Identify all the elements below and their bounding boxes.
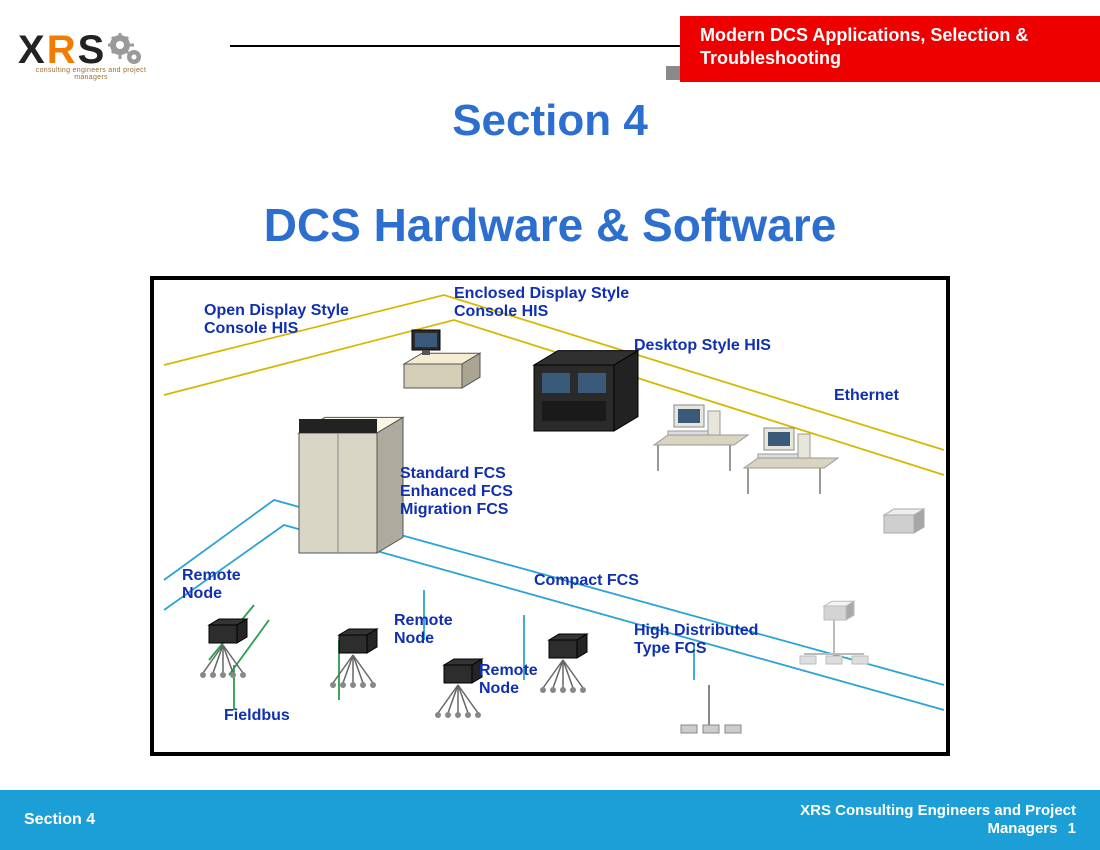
svg-text:Remote: Remote	[394, 612, 453, 629]
slide-title: DCS Hardware & Software	[0, 198, 1100, 252]
svg-text:Enhanced FCS: Enhanced FCS	[400, 483, 513, 500]
banner-line-2: Troubleshooting	[700, 48, 841, 68]
svg-text:Console HIS: Console HIS	[454, 303, 549, 320]
logo-subtitle: consulting engineers and project manager…	[18, 67, 164, 81]
banner-line-1: Modern DCS Applications, Selection &	[700, 25, 1028, 45]
gear-icon	[106, 31, 146, 71]
banner-decoration-icon	[666, 66, 680, 80]
svg-text:Desktop Style HIS: Desktop Style HIS	[634, 337, 771, 354]
company-logo: X R S consulting engineers and project m…	[18, 28, 164, 88]
svg-text:Compact FCS: Compact FCS	[534, 572, 639, 589]
svg-text:Node: Node	[394, 630, 434, 647]
course-title-banner: Modern DCS Applications, Selection & Tro…	[680, 16, 1100, 82]
header-divider-line	[230, 45, 680, 47]
footer-company-line1: XRS Consulting Engineers and Project	[800, 802, 1076, 819]
svg-text:Remote: Remote	[182, 567, 241, 584]
dcs-architecture-diagram: Open Display StyleConsole HISEnclosed Di…	[150, 276, 950, 756]
footer-company-label: XRS Consulting Engineers and Project Man…	[800, 802, 1076, 838]
section-label: Section 4	[0, 96, 1100, 146]
svg-text:Enclosed Display Style: Enclosed Display Style	[454, 285, 629, 302]
diagram-svg: Open Display StyleConsole HISEnclosed Di…	[154, 280, 946, 752]
svg-text:Ethernet: Ethernet	[834, 387, 900, 404]
svg-text:Migration FCS: Migration FCS	[400, 501, 509, 518]
svg-text:High Distributed: High Distributed	[634, 622, 758, 639]
svg-text:Console HIS: Console HIS	[204, 320, 299, 337]
svg-text:Node: Node	[182, 585, 222, 602]
svg-text:Fieldbus: Fieldbus	[224, 707, 290, 724]
footer-page-number: 1	[1068, 820, 1076, 837]
svg-text:Open Display Style: Open Display Style	[204, 302, 349, 319]
svg-text:Standard FCS: Standard FCS	[400, 465, 506, 482]
svg-text:Node: Node	[479, 680, 519, 697]
svg-text:Remote: Remote	[479, 662, 538, 679]
footer-company-line2: Managers	[987, 820, 1057, 837]
footer-section-label: Section 4	[24, 811, 95, 829]
svg-text:Type FCS: Type FCS	[634, 640, 707, 657]
footer-bar: Section 4 XRS Consulting Engineers and P…	[0, 790, 1100, 850]
